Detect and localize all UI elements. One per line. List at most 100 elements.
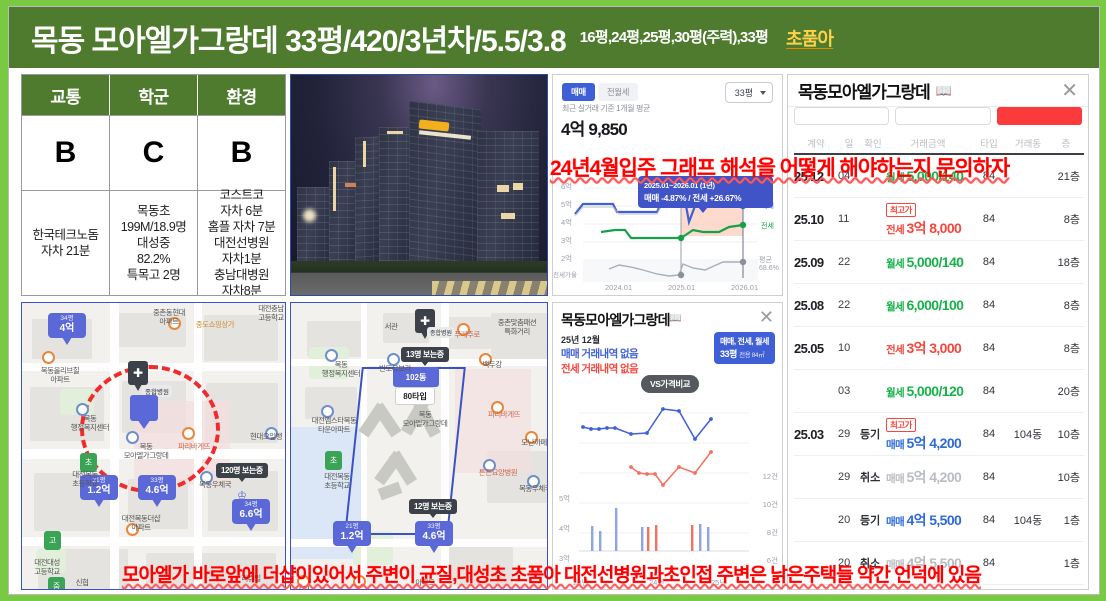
cell-amount: 월세 5,000/140: [886, 254, 970, 271]
cell-floor: 18층: [1057, 257, 1080, 269]
subject-apartment-marker[interactable]: [130, 395, 158, 421]
vs-price-chart-panel: 목동모아엘가그랑데 📖 ✕ 25년 12월 매매 거래내역 없음 전세 거래내역…: [552, 302, 783, 590]
price-pin-1[interactable]: 21평 1.2억: [333, 521, 371, 553]
trend-type-selector[interactable]: 매매, 전세, 월세 33평 전용 84㎡: [713, 332, 775, 364]
school-pin[interactable]: 고: [44, 531, 61, 550]
tab-sale[interactable]: 매매: [562, 83, 595, 101]
filter-action-button[interactable]: [996, 107, 1082, 125]
map-poi-icon[interactable]: [527, 475, 540, 488]
close-icon[interactable]: ✕: [758, 307, 774, 327]
slide-frame: 목동 모아엘가그랑데 33평/420/3년차/5.5/3.8 16평,24평,2…: [8, 6, 1100, 595]
trend-year-month: 25년 12월: [561, 335, 601, 345]
pin-price: 4억: [59, 322, 75, 334]
book-icon: 📖: [669, 313, 682, 324]
cell-deal-kind: 전세: [886, 344, 907, 356]
cell-amount-value: 5억 4,200: [906, 469, 962, 485]
table-row[interactable]: 25.08 22 월세 6,000/100 84 8층: [794, 284, 1084, 327]
cell-amount-value: 3억 8,000: [906, 220, 962, 236]
map-poi-icon[interactable]: [297, 575, 310, 588]
map-poi-icon[interactable]: [483, 459, 496, 472]
table-row[interactable]: 29 취소 매매 5억 4,200 84 10층: [794, 456, 1084, 499]
map-poi-icon[interactable]: [42, 351, 55, 364]
cell-type: 84: [982, 471, 996, 483]
map-poi-icon[interactable]: [126, 431, 139, 444]
trend-chart-plot: [579, 407, 749, 552]
school-pin[interactable]: 초: [80, 453, 97, 472]
map-poi-icon[interactable]: [168, 317, 181, 330]
price-chart-tabs[interactable]: 매매 전월세: [562, 83, 639, 101]
map-poi-icon[interactable]: [265, 427, 278, 440]
trend-y2-tick-12: 12건: [762, 472, 778, 481]
map-poi-icon[interactable]: [457, 323, 470, 336]
cell-amount: 월세 5,000/140: [886, 168, 970, 185]
table-row[interactable]: 25.03 29 등기 최고가 매매 5억 4,200 84 104동 10층: [794, 413, 1084, 456]
trend-y-tick-5: 5억: [559, 494, 571, 503]
cell-type: 84: [982, 170, 996, 182]
cell-type: 84: [982, 514, 996, 526]
map-poi-icon[interactable]: [321, 405, 334, 418]
table-row[interactable]: 20 등기 매매 4억 5,500 84 104동 1층: [794, 499, 1084, 542]
unit-type-tag[interactable]: 80타입: [395, 387, 435, 405]
cell-contract-date: 25.03: [794, 426, 824, 442]
map-poi-icon[interactable]: [325, 349, 338, 362]
price-pin-2[interactable]: 33평 4.6억: [415, 521, 453, 553]
subject-apartment-pointer: [137, 419, 151, 429]
table-row[interactable]: 25.09 22 월세 5,000/140 84 18층: [794, 241, 1084, 284]
price-y-tick-3: 3억: [561, 236, 573, 245]
pin-price: 4.6억: [422, 530, 446, 542]
map-poi-icon[interactable]: [525, 431, 538, 444]
grade-table-header-row: 교통 학군 환경: [22, 75, 285, 115]
close-icon[interactable]: ✕: [1061, 79, 1078, 102]
area-map-wide[interactable]: ✚ 종합병원 34평 4억 21평 1.2억 33평 4.6억 34평 6.6억…: [21, 302, 286, 590]
cell-deal-kind: 월세: [886, 386, 907, 399]
price-pin-3[interactable]: 33평 4.6억: [138, 475, 176, 507]
cell-amount-value: 5,000/140: [906, 167, 964, 184]
school-pin[interactable]: 중: [48, 577, 65, 589]
map-poi-icon[interactable]: [491, 401, 504, 414]
table-row[interactable]: 25.10 11 최고가 전세 3억 8,000 84 8층: [794, 198, 1084, 241]
filter-select-2[interactable]: [895, 107, 991, 125]
table-row[interactable]: 25.05 10 전세 3억 3,000 84 8층: [794, 327, 1084, 370]
map-poi-icon[interactable]: [126, 523, 139, 536]
map-poi-label: 아파트: [415, 578, 435, 587]
cell-day: 10: [838, 342, 851, 354]
viewers-badge-1: 13명 보는중: [401, 347, 449, 366]
cell-confirm-flag: 취소: [860, 472, 881, 484]
cell-amount-value: 3억 3,000: [906, 340, 962, 356]
filter-select-1[interactable]: [794, 107, 890, 125]
table-row[interactable]: 25.12 04 월세 5,000/140 84 21층: [794, 155, 1084, 198]
transaction-list-panel[interactable]: 목동모아엘가그랑데 📖 ✕ 계약 일 확인 거래금액 타입 거래동 층 25.1…: [787, 74, 1089, 590]
hospital-pin[interactable]: ✚: [128, 361, 148, 391]
listing-column-headers: 계약 일 확인 거래금액 타입 거래동 층: [794, 133, 1084, 155]
map-poi-icon[interactable]: [479, 353, 492, 366]
cell-type: 84: [982, 385, 996, 397]
map-poi-icon[interactable]: [353, 575, 366, 588]
area-map-detail[interactable]: ✚ 종합병원 13명 보는중 102동 80타입 12명 보는중 21평 1.2…: [290, 302, 548, 590]
cell-day: 04: [838, 170, 851, 182]
map-poi-icon[interactable]: [200, 471, 213, 484]
map-poi-label: 목동 모아엘가그랑데: [123, 442, 169, 460]
trend-y2-tick-6: 6건: [766, 556, 778, 565]
building-tag[interactable]: 102동: [393, 367, 439, 387]
map-poi-icon[interactable]: [182, 427, 195, 440]
table-row[interactable]: 20 취소 매매 4억 5,500 84 1층: [794, 542, 1084, 585]
col-type: 타입: [980, 139, 998, 150]
map-poi-icon[interactable]: [387, 353, 400, 366]
cell-deal-kind: 전세: [886, 224, 907, 236]
table-row[interactable]: 03 월세 5,000/120 84 20층: [794, 370, 1084, 413]
listing-filters[interactable]: [788, 107, 1088, 131]
vs-compare-badge[interactable]: VS가격비교: [641, 375, 700, 393]
price-pin-2[interactable]: 21평 1.2억: [80, 475, 118, 507]
school-pin[interactable]: 초: [325, 451, 342, 470]
trend-y2-tick-8: 8건: [766, 528, 778, 537]
price-pin-4[interactable]: 34평 6.6억: [232, 499, 270, 531]
map-poi-label: 목동 모아엘가그랑데: [402, 410, 448, 428]
size-select[interactable]: 33평: [724, 82, 773, 103]
cell-day: 20: [838, 514, 851, 526]
map-poi-icon[interactable]: [76, 403, 89, 416]
grade-table-detail-row: 한국테크노돔 자차 21분 목동초 199M/18.9명 대성중 82.2% 특…: [22, 188, 285, 295]
price-pin-1[interactable]: 34평 4억: [48, 313, 86, 345]
tab-lease[interactable]: 전월세: [597, 83, 639, 101]
cell-floor: 8층: [1063, 343, 1080, 355]
cell-amount-value: 4억 5,500: [906, 555, 962, 571]
